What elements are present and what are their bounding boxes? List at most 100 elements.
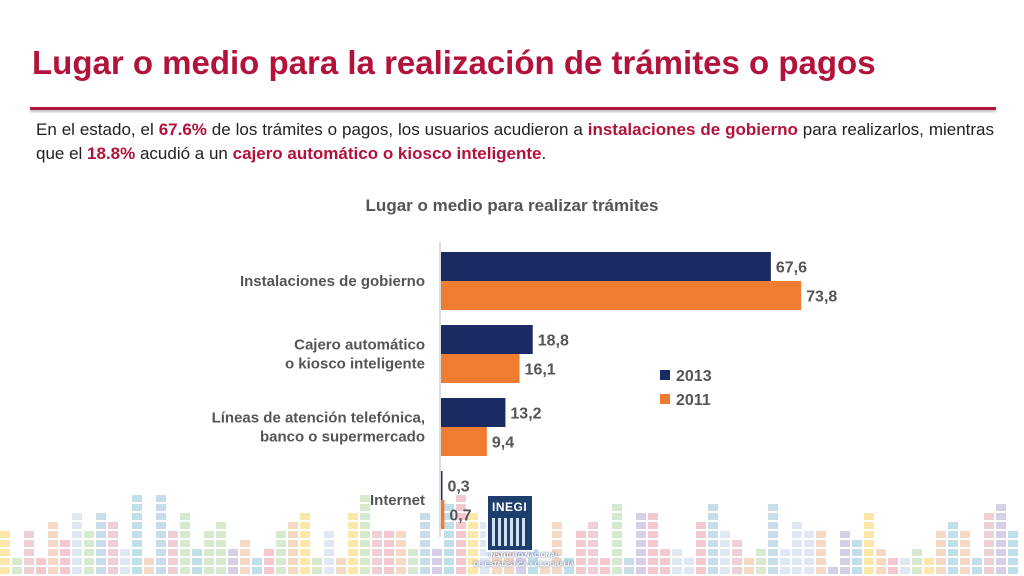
- bar-2013: [441, 252, 771, 281]
- bar-2013: [441, 471, 443, 500]
- decorative-bar: [240, 540, 250, 574]
- decorative-bar: [420, 513, 430, 574]
- value-label: 18,8: [538, 333, 569, 350]
- intro-text: para realizarlos, mientras que el: [36, 120, 995, 163]
- chart-title: Lugar o medio para realizar trámites: [365, 196, 659, 215]
- decorative-bar: [732, 540, 742, 574]
- decorative-bar: [552, 522, 562, 574]
- value-label: 73,8: [806, 289, 837, 306]
- bar-2011: [441, 500, 445, 529]
- logo-line-1: INSTITUTO NACIONAL: [488, 552, 560, 559]
- decorative-bar: [216, 522, 226, 574]
- decorative-bar: [540, 567, 550, 574]
- decorative-bar: [756, 549, 766, 574]
- value-label: 13,2: [510, 406, 541, 423]
- decorative-bar: [1008, 531, 1018, 574]
- decorative-bar: [660, 549, 670, 574]
- intro-text: de los trámites o pagos, los usuarios ac…: [206, 120, 588, 139]
- decorative-bar: [72, 513, 82, 574]
- logo-line-2: DE ESTADÍSTICA Y GEOGRAFÍA: [473, 561, 575, 568]
- value-label: 9,4: [492, 435, 514, 452]
- title-divider: [30, 107, 996, 110]
- decorative-bar: [108, 522, 118, 574]
- decorative-bar: [132, 495, 142, 574]
- bar-2011: [441, 427, 487, 456]
- decorative-bar: [912, 549, 922, 574]
- decorative-bar: [480, 522, 490, 574]
- decorative-bar: [576, 531, 586, 574]
- decorative-bar: [192, 549, 202, 574]
- decorative-bar: [204, 531, 214, 574]
- inegi-logo: INEGI INSTITUTO NACIONAL DE ESTADÍSTICA …: [458, 492, 590, 576]
- decorative-bar: [840, 531, 850, 574]
- decorative-bar: [444, 504, 454, 574]
- decorative-bar: [252, 558, 262, 574]
- legend-swatch: [660, 394, 670, 404]
- intro-text: acudió a un: [135, 144, 233, 163]
- decorative-bar: [312, 558, 322, 574]
- inegi-logo-mark: INEGI: [486, 494, 534, 552]
- decorative-bar: [276, 531, 286, 574]
- decorative-bar: [876, 549, 886, 574]
- decorative-bar: [396, 531, 406, 574]
- decorative-bar: [960, 531, 970, 574]
- decorative-bar: [720, 531, 730, 574]
- decorative-bar: [84, 531, 94, 574]
- decorative-bar: [156, 495, 166, 574]
- legend-label: 2013: [676, 368, 712, 385]
- decorative-bar: [336, 558, 346, 574]
- decorative-bar: [348, 513, 358, 574]
- decorative-bar: [636, 513, 646, 574]
- decorative-bar: [864, 513, 874, 574]
- decorative-bar: [648, 513, 658, 574]
- highlight-percent-gobierno: 67.6%: [158, 120, 207, 139]
- decorative-bar: [60, 540, 70, 574]
- decorative-bar: [456, 495, 466, 574]
- decorative-bar: [468, 513, 478, 574]
- decorative-bar: [300, 513, 310, 574]
- decorative-bar: [528, 549, 538, 574]
- decorative-bar: [180, 513, 190, 574]
- bar-2011: [441, 281, 802, 310]
- decorative-bar: [96, 513, 106, 574]
- category-label: Cajero automático o kiosco inteligente: [285, 337, 425, 373]
- decorative-bar: [672, 549, 682, 574]
- bar-2013: [441, 398, 506, 427]
- decorative-bar: [408, 549, 418, 574]
- decorative-bar: [984, 513, 994, 574]
- decorative-bar: [852, 540, 862, 574]
- decorative-bar: [780, 549, 790, 574]
- decorative-bar: [384, 531, 394, 574]
- decorative-bar: [684, 558, 694, 574]
- decorative-bar: [564, 558, 574, 574]
- decorative-bar: [888, 558, 898, 574]
- decorative-bar: [924, 558, 934, 574]
- logo-wordmark: INEGI: [492, 500, 528, 514]
- decorative-bar: [972, 558, 982, 574]
- decorative-bar: [624, 558, 634, 574]
- decorative-bar: [792, 522, 802, 574]
- decorative-bar: [708, 504, 718, 574]
- legend-label: 2011: [676, 392, 711, 409]
- decorative-bar: [360, 495, 370, 574]
- decorative-bar: [816, 531, 826, 574]
- intro-paragraph: En el estado, el 67.6% de los trámites o…: [36, 118, 994, 166]
- decorative-bar: [372, 531, 382, 574]
- decorative-bar: [120, 549, 130, 574]
- bar-2013: [441, 325, 533, 354]
- highlight-percent-cajero: 18.8%: [87, 144, 136, 163]
- page-title: Lugar o medio para la realización de trá…: [32, 44, 876, 81]
- highlight-cajero: cajero automático o kiosco inteligente: [232, 144, 542, 163]
- decorative-bar: [936, 531, 946, 574]
- decorative-bar: [228, 549, 238, 574]
- value-label: 16,1: [525, 362, 556, 379]
- decorative-bar: [612, 504, 622, 574]
- decorative-bar: [288, 522, 298, 574]
- decorative-bar: [696, 522, 706, 574]
- decorative-bar: [900, 558, 910, 574]
- value-label: 67,6: [776, 260, 807, 277]
- decorative-bar: [504, 549, 514, 574]
- bar-2011: [441, 354, 520, 383]
- value-label: 0,7: [449, 508, 471, 525]
- decorative-bar: [144, 558, 154, 574]
